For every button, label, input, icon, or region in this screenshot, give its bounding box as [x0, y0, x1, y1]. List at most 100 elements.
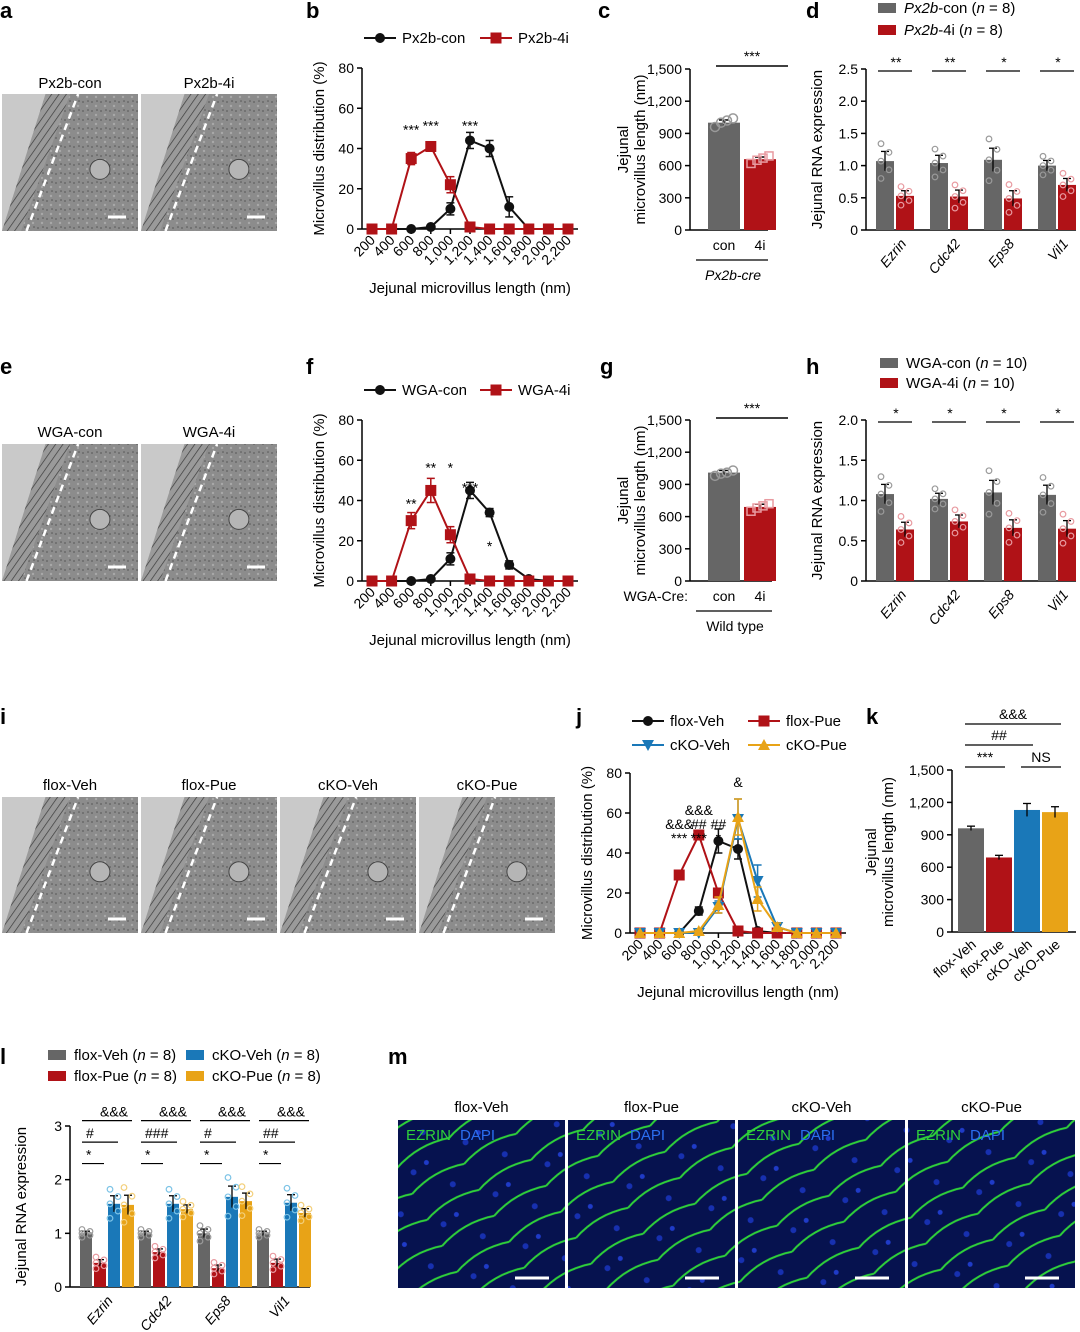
data-point: [187, 1201, 195, 1209]
data-point: [218, 1261, 226, 1269]
stain-label-dapi: DAPI: [460, 1127, 495, 1144]
data-point-WGA-4i: [444, 529, 456, 541]
y-tick-label: 0: [850, 573, 858, 589]
y-tick-label: 0: [346, 221, 354, 237]
stain-label-ezrin: EZRIN: [406, 1127, 451, 1144]
image-label-cKO-Pue: cKO-Pue: [457, 777, 518, 794]
data-point: [1047, 500, 1055, 507]
significance-label: *: [1055, 54, 1061, 70]
y-tick-label: 1,200: [647, 444, 682, 460]
significance-label: &&&: [159, 1104, 188, 1120]
x-tick-label: Ezrin: [877, 586, 910, 621]
fluor-image-cKO-Veh: [738, 1120, 905, 1288]
significance-label: ***: [671, 830, 688, 846]
data-point: [1005, 195, 1013, 202]
significance-label: *: [1055, 405, 1061, 421]
y-tick-label: 80: [606, 765, 622, 781]
data-point-WGA-4i: [562, 575, 574, 587]
significance-label: *: [1001, 54, 1007, 70]
significance-label: ***: [423, 117, 440, 133]
legend-flox-Pue-marker: [758, 715, 770, 727]
data-point: [283, 1213, 291, 1221]
significance-label: *: [893, 405, 899, 421]
data-point: [173, 1193, 181, 1200]
bar-WGA-4i-Vil1: [1058, 528, 1076, 581]
data-point-Px2b-4i: [405, 153, 417, 165]
data-point: [951, 204, 959, 212]
y-tick-label: 40: [338, 493, 354, 509]
legend-n-value: = 8): [146, 1047, 176, 1064]
legend-Px2b-4i-label: Px2b-4i: [518, 30, 569, 47]
significance-label: ***: [977, 749, 994, 765]
significance-label: ***: [462, 479, 479, 495]
bar-flox-Veh-Ezrin: [80, 1233, 92, 1287]
data-point-WGA-4i: [366, 575, 378, 587]
x-tick-label: con: [713, 588, 736, 604]
data-point: [877, 157, 885, 165]
data-point: [897, 201, 905, 209]
data-point: [106, 1185, 114, 1193]
y-tick-label: 60: [338, 100, 354, 116]
x-tick-label: Vil1: [266, 1293, 293, 1321]
data-point: [106, 1214, 114, 1222]
data-point: [210, 1259, 218, 1266]
legend-name-suffix: -Veh (: [97, 1047, 137, 1064]
significance-label: **: [891, 54, 902, 70]
data-point: [297, 1217, 305, 1225]
data-point-Px2b-con: [465, 135, 475, 146]
vesicle: [228, 158, 250, 180]
significance-label: ***: [691, 830, 708, 846]
data-point-Px2b-con: [504, 201, 515, 212]
fluor-image-flox-Veh: [398, 1120, 565, 1288]
data-point: [246, 1190, 254, 1198]
data-point: [114, 1207, 122, 1215]
data-point: [114, 1193, 122, 1200]
legend-cKO-Veh-marker: [642, 740, 654, 751]
data-point: [951, 518, 959, 525]
data-point: [291, 1206, 299, 1214]
data-point-WGA-4i: [542, 575, 554, 587]
significance-label: &&&: [999, 706, 1028, 722]
bar-Px2b-con-Vil1: [1038, 165, 1056, 230]
dashed-boundary: [25, 93, 80, 232]
data-point: [959, 198, 967, 206]
chart-j-length-distribution: 0204060802004006008001,0001,2001,4001,60…: [579, 713, 847, 1001]
data-point: [709, 470, 721, 482]
data-point: [297, 1209, 305, 1217]
y-tick-label: 1,500: [909, 762, 944, 778]
significance-label: *: [487, 538, 493, 554]
dashed-boundary: [164, 796, 219, 934]
bar-WGA-con-Ezrin: [876, 494, 894, 581]
data-point: [746, 158, 756, 169]
legend-name: WGA: [906, 355, 942, 372]
y-tick-label: 0: [674, 573, 682, 589]
data-point-WGA-con: [504, 559, 515, 570]
bar-Px2b-4i-Eps8: [1004, 198, 1022, 230]
data-point: [1005, 538, 1013, 546]
legend-n: n: [282, 1068, 290, 1085]
vesicle: [506, 861, 528, 883]
data-point-cKO-Pue: [673, 927, 686, 938]
image-label-flox-Veh: flox-Veh: [454, 1099, 508, 1116]
x-tick-label: Cdc42: [925, 586, 963, 627]
data-point: [224, 1193, 232, 1201]
y-tick-label: 900: [659, 125, 683, 141]
y-tick-label: 60: [338, 452, 354, 468]
data-point: [931, 485, 939, 493]
data-point: [224, 1212, 232, 1220]
data-point: [159, 1245, 167, 1253]
data-point: [120, 1184, 128, 1191]
bar-flox-Veh-Vil1: [257, 1233, 269, 1287]
significance-label: *: [86, 1147, 92, 1163]
y-tick-label: 1.0: [839, 158, 859, 174]
data-point: [985, 489, 993, 496]
data-point: [1005, 509, 1013, 517]
data-point: [993, 145, 1001, 153]
legend-swatch-cKO-Veh: [186, 1050, 204, 1060]
fluor-image-flox-Pue: [568, 1120, 735, 1288]
data-point: [905, 532, 913, 540]
y-tick-label: 0: [614, 925, 622, 941]
data-point: [137, 1226, 145, 1233]
data-point-Px2b-con: [484, 143, 495, 154]
data-point: [993, 166, 1001, 174]
